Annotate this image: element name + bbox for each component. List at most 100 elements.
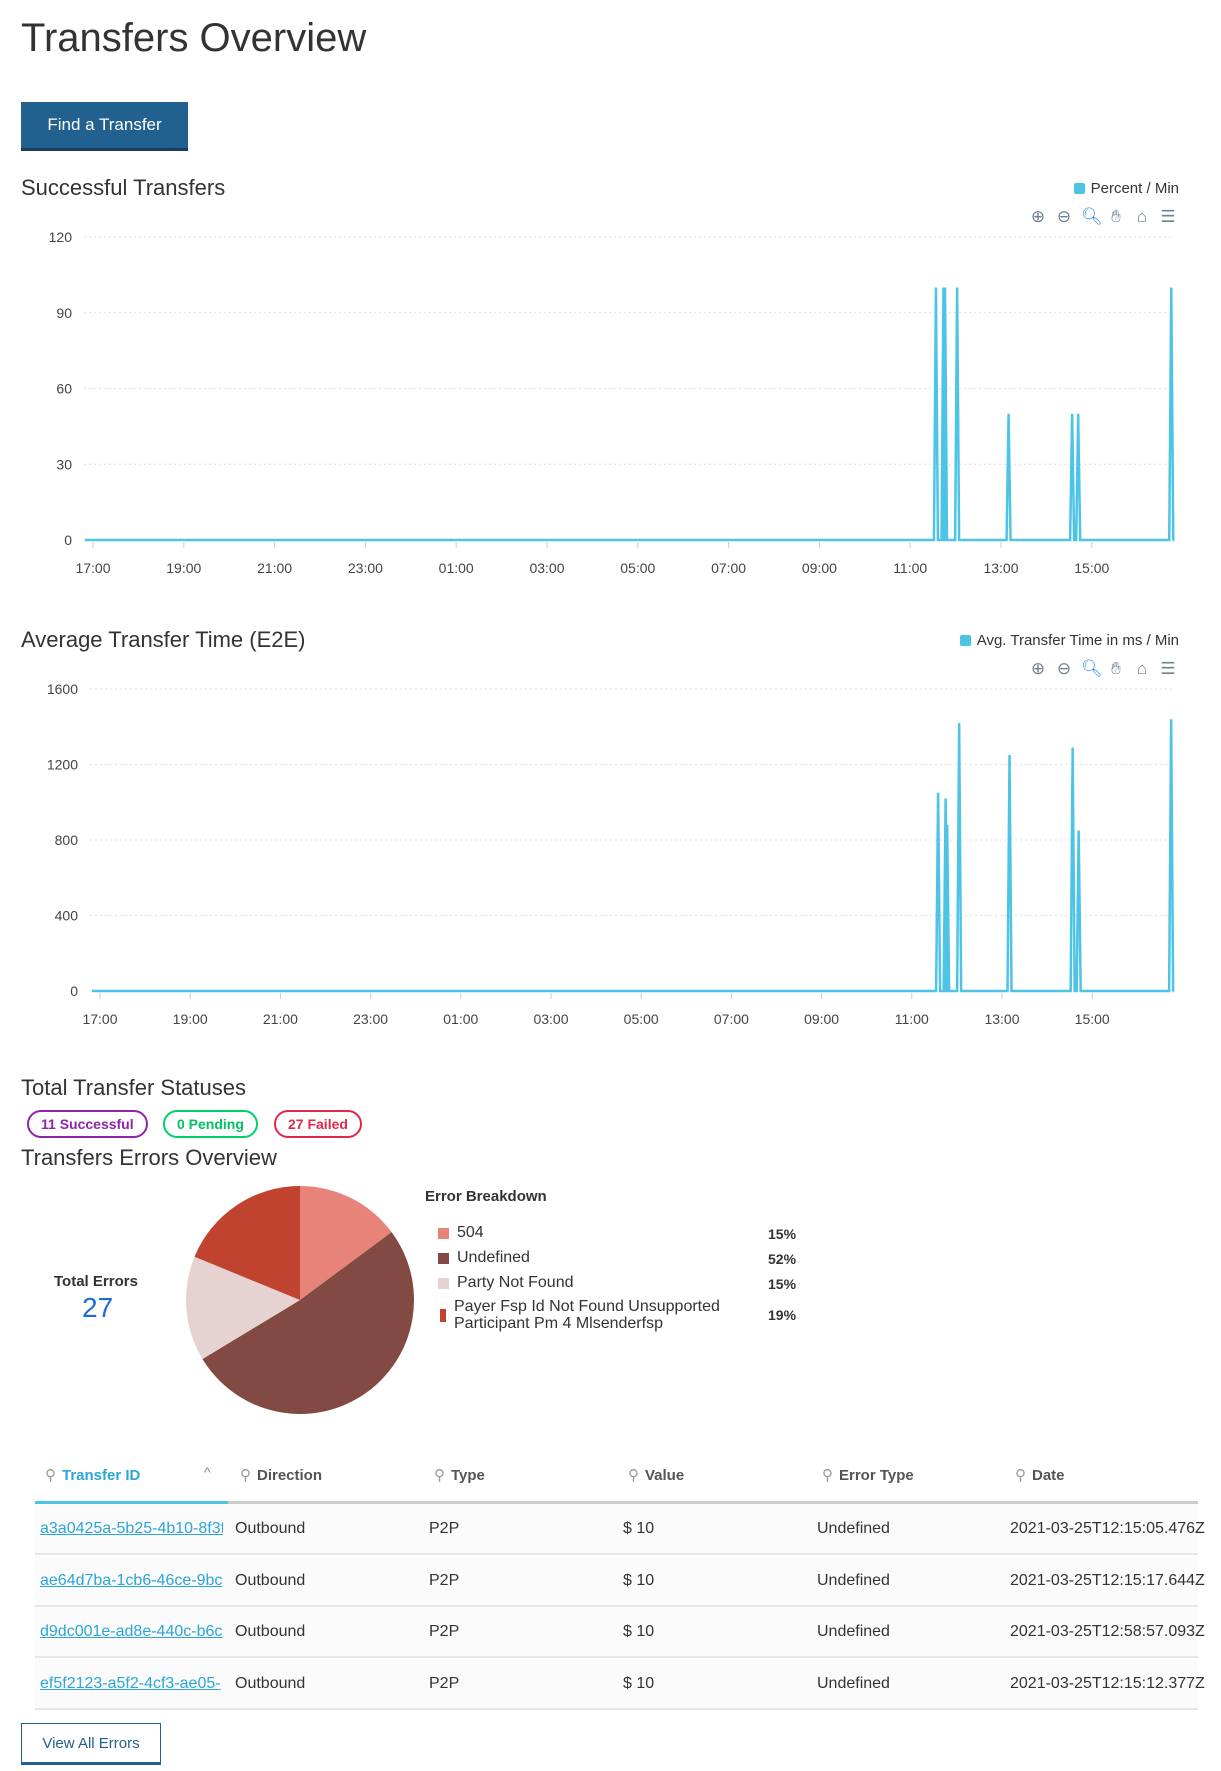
table-cell: $ 10 bbox=[623, 1520, 655, 1537]
x-tick-label: 01:00 bbox=[443, 1011, 478, 1027]
chart-legend[interactable]: Avg. Transfer Time in ms / Min bbox=[959, 632, 1179, 649]
legend-item[interactable]: Party Not Found bbox=[438, 1274, 574, 1292]
x-tick-label: 05:00 bbox=[620, 560, 655, 576]
table-cell: 2021-03-25T12:15:17.644Z bbox=[1010, 1571, 1205, 1589]
table-cell: $ 10 bbox=[623, 1674, 655, 1692]
series-line bbox=[92, 719, 1175, 993]
column-label: Transfer ID bbox=[62, 1466, 141, 1484]
selection-zoom-icon[interactable]: 🔍︎ bbox=[1081, 659, 1103, 678]
successful-transfers-chart: 0 30 60 90 120 17:00 19:00 21:00 23:00 01:00 03:00… bbox=[49, 229, 1175, 576]
legend-percent: 52% bbox=[768, 1251, 797, 1267]
y-tick-label: 0 bbox=[70, 983, 78, 999]
search-icon[interactable]: ⚲ bbox=[628, 1467, 639, 1484]
y-tick-label: 90 bbox=[56, 305, 72, 321]
home-reset-icon[interactable]: ⌂ bbox=[1136, 207, 1148, 226]
statuses-title: Total Transfer Statuses bbox=[21, 1075, 246, 1100]
series-line bbox=[85, 287, 1175, 542]
y-tick-label: 30 bbox=[56, 456, 72, 472]
column-header-transfer-id[interactable]: ⚲ Transfer ID bbox=[45, 1466, 141, 1485]
zoom-out-icon[interactable]: ⊖ bbox=[1056, 659, 1072, 678]
column-header-value[interactable]: ⚲ Value bbox=[628, 1466, 684, 1485]
chart-toolbar: ⊕ ⊖ 🔍︎ ✋︎ ⌂ ☰ bbox=[1029, 207, 1177, 227]
legend-item[interactable]: Undefined bbox=[438, 1249, 530, 1267]
x-tick-label: 11:00 bbox=[893, 560, 927, 576]
find-transfer-button[interactable]: Find a Transfer bbox=[21, 102, 188, 151]
zoom-out-icon[interactable]: ⊖ bbox=[1056, 207, 1072, 226]
home-reset-icon[interactable]: ⌂ bbox=[1136, 659, 1148, 678]
transfer-id-link[interactable]: a3a0425a-5b25-4b10-8f3f bbox=[40, 1520, 223, 1537]
column-label: Date bbox=[1032, 1466, 1065, 1484]
chart-toolbar: ⊕ ⊖ 🔍︎ ✋︎ ⌂ ☰ bbox=[1029, 659, 1177, 679]
table-cell: Undefined bbox=[817, 1674, 890, 1692]
column-header-date[interactable]: ⚲ Date bbox=[1015, 1466, 1065, 1485]
x-tick-label: 03:00 bbox=[529, 560, 564, 576]
y-tick-label: 800 bbox=[55, 832, 79, 848]
x-tick-label: 15:00 bbox=[1074, 560, 1109, 576]
legend-item[interactable]: 504 bbox=[438, 1224, 484, 1242]
legend-percent: 15% bbox=[768, 1276, 797, 1292]
x-tick-label: 07:00 bbox=[714, 1011, 749, 1027]
pie-slice bbox=[194, 1186, 300, 1300]
x-tick-label: 15:00 bbox=[1075, 1011, 1110, 1027]
x-tick-label: 13:00 bbox=[983, 560, 1018, 576]
pending-badge: 0 Pending bbox=[163, 1110, 258, 1138]
search-icon[interactable]: ⚲ bbox=[434, 1467, 445, 1484]
table-cell: 2021-03-25T12:58:57.093Z bbox=[1010, 1623, 1205, 1640]
sorted-column-indicator bbox=[35, 1501, 228, 1504]
pie-slice bbox=[202, 1232, 414, 1414]
y-tick-label: 60 bbox=[56, 381, 72, 397]
x-tick-label: 03:00 bbox=[533, 1011, 568, 1027]
transfer-id-link[interactable]: d9dc001e-ad8e-440c-b6c bbox=[40, 1623, 223, 1640]
table-cell: $ 10 bbox=[623, 1571, 655, 1589]
x-tick-label: 09:00 bbox=[802, 560, 837, 576]
legend-percent: 15% bbox=[768, 1226, 797, 1242]
table-header-divider bbox=[35, 1501, 1198, 1504]
search-icon[interactable]: ⚲ bbox=[1015, 1467, 1026, 1484]
total-errors-value: 27 bbox=[82, 1292, 114, 1323]
legend-swatch bbox=[440, 1308, 446, 1322]
view-all-errors-button[interactable]: View All Errors bbox=[21, 1723, 161, 1765]
sort-ascending-icon[interactable]: ^ bbox=[204, 1464, 211, 1480]
column-header-direction[interactable]: ⚲ Direction bbox=[240, 1466, 322, 1485]
pan-hand-icon[interactable]: ✋︎ bbox=[1111, 207, 1121, 226]
x-tick-label: 19:00 bbox=[173, 1011, 208, 1027]
pie-slice bbox=[300, 1186, 392, 1300]
menu-icon[interactable]: ☰ bbox=[1160, 659, 1176, 678]
search-icon[interactable]: ⚲ bbox=[45, 1467, 56, 1484]
y-tick-label: 0 bbox=[64, 532, 72, 548]
table-row[interactable]: ef5f2123-a5f2-4cf3-ae05- Outbound P2P $ 10 U… bbox=[35, 1658, 1205, 1710]
legend-label: Percent / Min bbox=[1090, 180, 1179, 197]
legend-label: Avg. Transfer Time in ms / Min bbox=[976, 632, 1179, 649]
zoom-in-icon[interactable]: ⊕ bbox=[1030, 207, 1046, 226]
menu-icon[interactable]: ☰ bbox=[1160, 207, 1176, 226]
table-cell: 2021-03-25T12:15:05.476Z bbox=[1010, 1520, 1205, 1537]
x-tick-label: 21:00 bbox=[263, 1011, 298, 1027]
column-header-error-type[interactable]: ⚲ Error Type bbox=[822, 1466, 914, 1485]
legend-swatch bbox=[959, 635, 971, 646]
pie-slice bbox=[185, 1256, 300, 1360]
legend-label: Payer Fsp Id Not Found Unsupported Parti… bbox=[454, 1298, 720, 1332]
chart-title-successful: Successful Transfers bbox=[21, 175, 226, 200]
search-icon[interactable]: ⚲ bbox=[822, 1467, 833, 1484]
chart-title-avg-time: Average Transfer Time (E2E) bbox=[21, 627, 306, 652]
transfer-id-link[interactable]: ae64d7ba-1cb6-46ce-9bc bbox=[40, 1571, 223, 1589]
transfer-id-link[interactable]: ef5f2123-a5f2-4cf3-ae05- bbox=[40, 1674, 221, 1692]
errors-overview-title: Transfers Errors Overview bbox=[21, 1145, 277, 1170]
table-cell: P2P bbox=[429, 1674, 460, 1692]
selection-zoom-icon[interactable]: 🔍︎ bbox=[1081, 207, 1103, 226]
errors-pie-chart bbox=[185, 1186, 414, 1414]
legend-label: Party Not Found bbox=[457, 1274, 574, 1291]
zoom-in-icon[interactable]: ⊕ bbox=[1030, 659, 1046, 678]
x-tick-label: 07:00 bbox=[711, 560, 746, 576]
pan-hand-icon[interactable]: ✋︎ bbox=[1111, 659, 1121, 678]
x-tick-label: 17:00 bbox=[82, 1011, 117, 1027]
table-cell: Undefined bbox=[817, 1571, 890, 1589]
table-row[interactable]: ae64d7ba-1cb6-46ce-9bc Outbound P2P $ 10 Und… bbox=[35, 1555, 1205, 1607]
table-row[interactable]: d9dc001e-ad8e-440c-b6c Outbound P2P $ 10 Und… bbox=[35, 1607, 1205, 1658]
x-tick-label: 21:00 bbox=[257, 560, 292, 576]
table-row[interactable]: a3a0425a-5b25-4b10-8f3f Outbound P2P $ 10 Un… bbox=[35, 1504, 1205, 1555]
column-header-type[interactable]: ⚲ Type bbox=[434, 1466, 485, 1485]
search-icon[interactable]: ⚲ bbox=[240, 1467, 251, 1484]
legend-item[interactable]: Payer Fsp Id Not Found Unsupported Parti… bbox=[438, 1298, 734, 1332]
chart-legend[interactable]: Percent / Min bbox=[1073, 180, 1179, 197]
